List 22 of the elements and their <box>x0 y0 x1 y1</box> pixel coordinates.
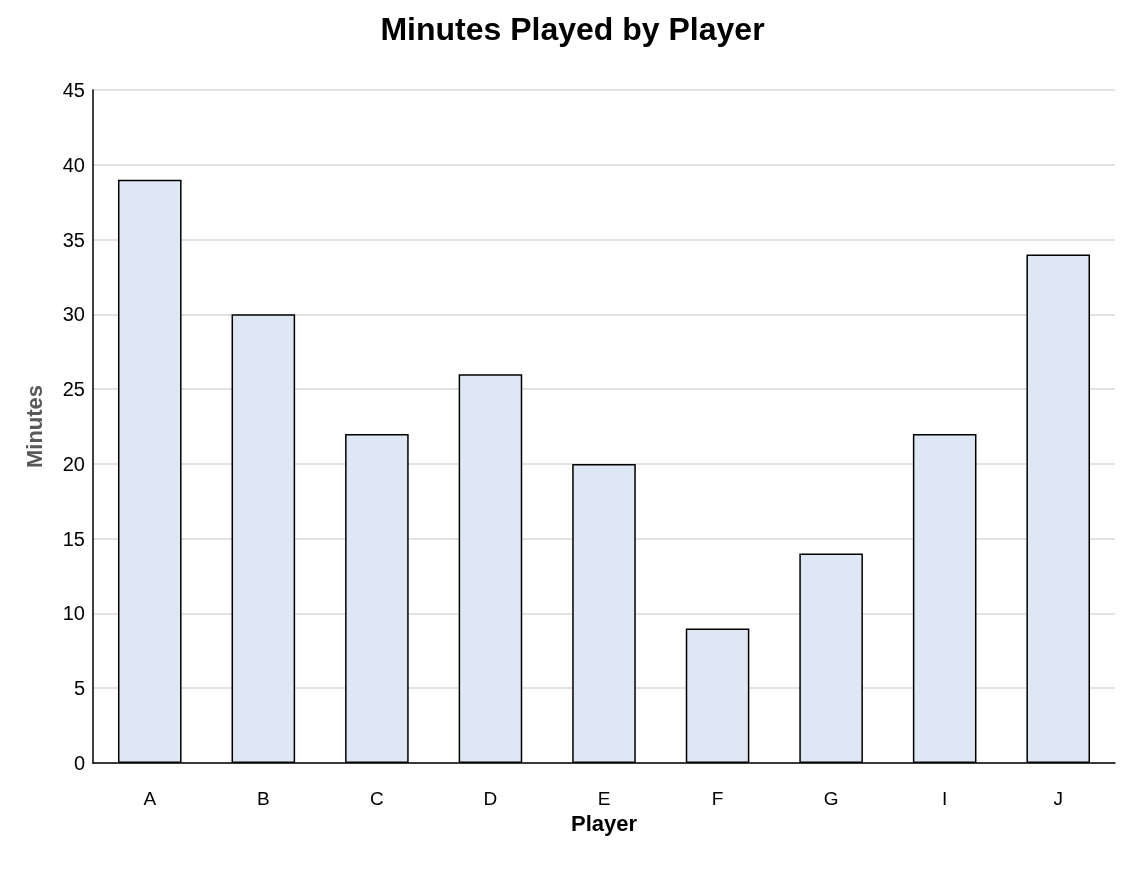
chart-title: Minutes Played by Player <box>380 11 765 47</box>
y-tick-label: 10 <box>62 602 85 625</box>
y-tick-label: 25 <box>62 378 85 401</box>
y-tick-label: 40 <box>62 153 85 176</box>
x-tick-label: I <box>942 788 948 809</box>
y-tick-label: 35 <box>62 228 85 251</box>
x-tick-label: C <box>370 788 384 809</box>
y-tick-label: 15 <box>62 527 85 550</box>
y-tick-label: 5 <box>73 677 85 700</box>
x-tick-label: J <box>1053 788 1063 809</box>
x-tick-label: E <box>597 788 611 809</box>
y-tick-label: 20 <box>62 452 85 475</box>
x-tick-label: A <box>143 788 157 809</box>
x-axis-title: Player <box>570 811 638 837</box>
x-tick-label: G <box>823 788 839 809</box>
x-tick-label: F <box>711 788 724 809</box>
y-axis-title: Minutes <box>21 384 47 469</box>
y-tick-label: 30 <box>62 303 85 326</box>
y-tick-label: 0 <box>73 752 85 774</box>
x-tick-label: D <box>483 788 498 809</box>
x-tick-label: B <box>256 788 270 809</box>
y-tick-label: 45 <box>62 79 85 101</box>
